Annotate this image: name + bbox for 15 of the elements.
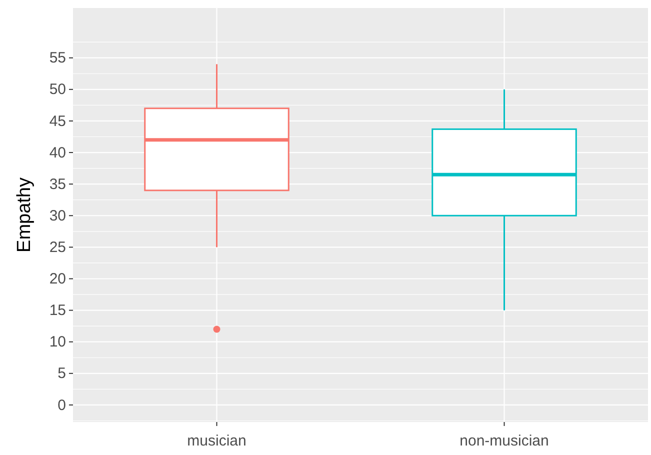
y-tick-label: 45 bbox=[49, 112, 66, 130]
y-tick-label: 5 bbox=[58, 365, 66, 382]
x-tick-label: musician bbox=[187, 432, 246, 450]
y-tick-label: 25 bbox=[49, 238, 66, 256]
y-tick-label: 15 bbox=[49, 302, 66, 320]
y-tick-label: 20 bbox=[49, 270, 66, 288]
y-tick-label: 10 bbox=[49, 334, 66, 351]
y-tick-label: 30 bbox=[49, 207, 66, 224]
y-tick-label: 40 bbox=[49, 144, 66, 162]
y-tick-label: 0 bbox=[58, 396, 66, 414]
y-tick-label: 35 bbox=[49, 176, 66, 193]
y-tick-label: 50 bbox=[49, 81, 66, 98]
y-axis-title: Empathy bbox=[14, 177, 35, 252]
x-tick-label: non-musician bbox=[460, 432, 549, 450]
y-tick-label: 55 bbox=[49, 50, 66, 67]
